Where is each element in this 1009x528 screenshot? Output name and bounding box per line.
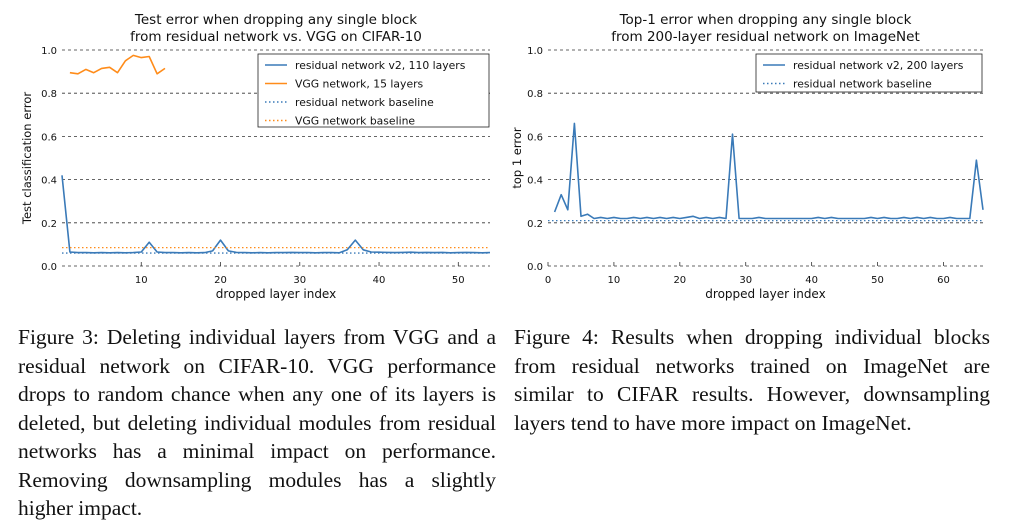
chart1-x-tick-label-4: 50: [452, 275, 465, 286]
chart1-title-line-2: from residual network vs. VGG on CIFAR-1…: [130, 29, 422, 45]
chart2-y-tick-label-0: 0.0: [527, 262, 543, 273]
figures-area: Test error when dropping any single bloc…: [20, 12, 984, 301]
chart1-y-tick-label-1: 0.2: [41, 219, 57, 230]
chart2-x-tick-label-1: 10: [608, 275, 621, 286]
chart2-legend-label-1: residual network v2, 200 layers: [793, 59, 964, 72]
chart2-legend-label-2: residual network baseline: [793, 78, 932, 91]
chart2-title-line-1: Top-1 error when dropping any single blo…: [619, 12, 912, 28]
chart1-x-axis-label: dropped layer index: [216, 287, 336, 301]
chart2-y-tick-label-1: 0.2: [527, 219, 543, 230]
chart2-y-tick-label-3: 0.6: [527, 132, 543, 143]
chart2-x-tick-label-5: 50: [871, 275, 884, 286]
chart2-legend-box: [755, 53, 983, 93]
figure-4-caption: Figure 4: Results when dropping individu…: [514, 325, 990, 435]
chart2-y-axis-label: top 1 error: [510, 127, 524, 189]
chart1-x-tick-label-1: 20: [214, 275, 227, 286]
chart1-legend-label-2: VGG network, 15 layers: [295, 78, 424, 91]
chart1-x-tick-label-0: 10: [135, 275, 148, 286]
chart1-legend-label-4: VGG network baseline: [295, 115, 415, 128]
chart2-x-tick-label-0: 0: [545, 275, 551, 286]
chart2-series-1-line: [553, 122, 984, 220]
chart1-y-axis-label: Test classification error: [20, 92, 34, 225]
chart2-y-tick-label-2: 0.4: [527, 176, 543, 187]
figure-3-caption: Figure 3: Deleting individual layers fro…: [18, 325, 496, 520]
chart1-x-tick-label-3: 40: [373, 275, 386, 286]
chart1-x-tick-label-2: 30: [293, 275, 306, 286]
chart1-legend-box: [257, 53, 490, 128]
chart2-x-axis-label: dropped layer index: [705, 287, 825, 301]
chart1-legend-label-3: residual network baseline: [295, 96, 434, 109]
chart1-series-2-line: [69, 54, 166, 75]
chart1-title-line-1: Test error when dropping any single bloc…: [134, 12, 417, 28]
chart1-y-tick-label-4: 0.8: [41, 89, 57, 100]
chart1-series-1-line: [61, 175, 491, 254]
chart2-title-line-2: from 200-layer residual network on Image…: [611, 29, 920, 45]
chart2-x-tick-label-4: 40: [805, 275, 818, 286]
chart1-y-tick-label-5: 1.0: [41, 46, 57, 57]
chart2-y-tick-label-5: 1.0: [527, 46, 543, 57]
chart1-y-tick-label-3: 0.6: [41, 132, 57, 143]
chart2-x-tick-label-2: 20: [673, 275, 686, 286]
chart2-y-tick-label-4: 0.8: [527, 89, 543, 100]
chart1-y-tick-label-2: 0.4: [41, 176, 57, 187]
chart2-x-tick-label-3: 30: [739, 275, 752, 286]
chart1-legend-label-1: residual network v2, 110 layers: [295, 59, 466, 72]
chart1-y-tick-label-0: 0.0: [41, 262, 57, 273]
chart2-x-tick-label-6: 60: [937, 275, 950, 286]
